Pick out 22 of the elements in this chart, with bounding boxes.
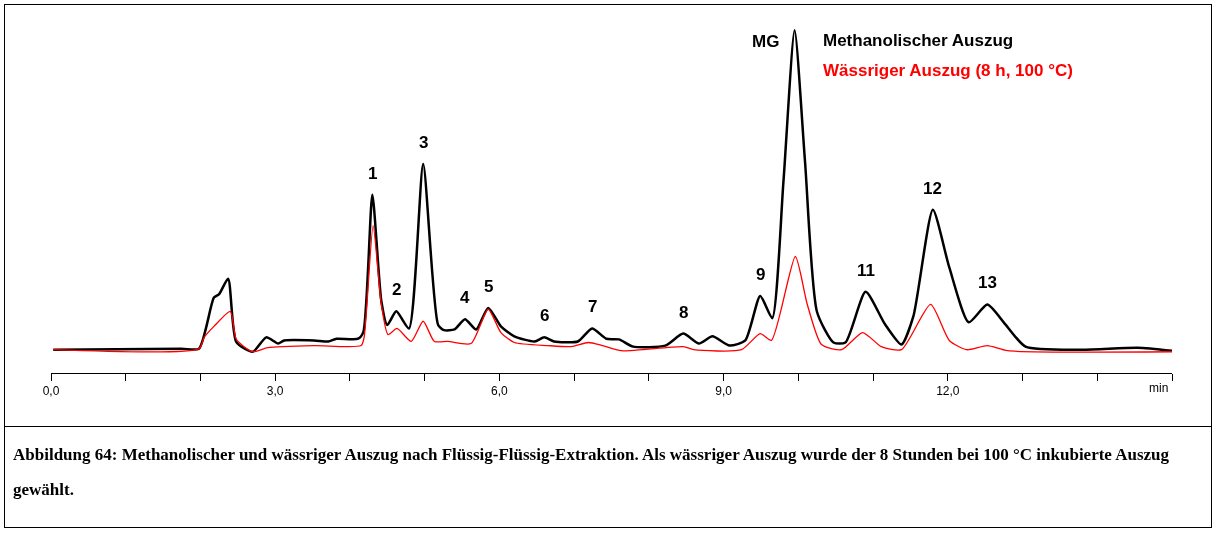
annotation: 8 [679,303,689,322]
text: Wässriger Auszug (8 h, 100 °C) [823,61,1073,80]
annotation: 4 [460,288,470,307]
series-label: Methanolischer Auszug [823,31,1014,50]
annotation: 9 [756,265,766,284]
annotation: 12 [923,179,942,198]
x-tick-label: 9,0 [715,384,733,399]
x-tick-label: 3,0 [266,384,284,399]
annotation: 13 [978,273,997,292]
annotation: 6 [540,306,550,325]
annotation: 1 [368,164,378,183]
annotation: 7 [588,297,598,316]
text: Abbildung 64: Methanolischer und wässriger Auszug nach Flüssig-Flüssig-Extraktion. Als wässriger Auszug wurde der 8 Stunden bei 100 °C inkubierte Auszug gewählt. [5,426,1211,527]
annotation: 2 [392,280,402,299]
x-axis-title: min [1149,381,1169,395]
x-tick-label: 12,0 [936,384,960,399]
x-tick-label: 6,0 [491,384,509,399]
annotation: MG [752,32,780,51]
annotation: 11 [857,261,875,280]
x-tick-label: 0,0 [42,384,60,399]
annotation: 3 [419,133,429,152]
annotation: 5 [484,277,494,296]
